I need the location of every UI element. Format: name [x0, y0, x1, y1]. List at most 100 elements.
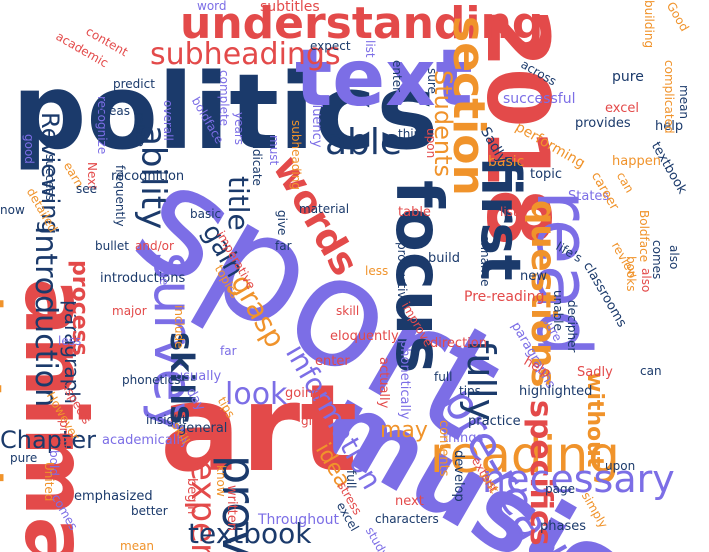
cloud-word: subtitles	[260, 0, 320, 15]
cloud-word: far	[220, 344, 237, 358]
cloud-word: table	[398, 205, 431, 220]
cloud-word: going	[285, 386, 322, 401]
cloud-word: understanding	[180, 0, 544, 49]
cloud-word: complete	[217, 70, 231, 127]
cloud-word: new	[520, 269, 547, 284]
cloud-word: include	[172, 305, 186, 349]
cloud-word: thing	[398, 127, 429, 141]
cloud-word: ideas	[98, 104, 130, 118]
cloud-word: mean	[120, 539, 155, 552]
cloud-word: indicate	[250, 138, 264, 186]
cloud-word: next	[395, 494, 424, 509]
cloud-word: expect	[310, 39, 351, 53]
cloud-word: able	[325, 122, 403, 163]
cloud-word: also	[639, 268, 653, 293]
cloud-word: success	[43, 154, 57, 201]
cloud-word: predict	[113, 77, 155, 91]
cloud-word: give	[275, 210, 289, 236]
cloud-word: art	[160, 360, 358, 499]
cloud-word: characters	[375, 512, 439, 526]
cloud-word: textbook	[188, 517, 312, 550]
cloud-word: excel	[605, 101, 639, 116]
cloud-word: insight	[146, 413, 187, 427]
cloud-word: Boldface	[637, 210, 651, 263]
cloud-word: help	[655, 119, 684, 134]
cloud-word: title	[222, 176, 255, 231]
cloud-word: fully	[459, 340, 503, 422]
cloud-word: far	[275, 239, 292, 253]
cloud-word: also	[667, 245, 681, 270]
cloud-word: contents	[436, 420, 451, 477]
cloud-word: enter	[315, 354, 350, 369]
cloud-word: highlighted	[519, 384, 593, 399]
cloud-word: basic	[190, 207, 222, 221]
cloud-word: States	[568, 189, 610, 204]
cloud-word: Good	[663, 0, 692, 34]
cloud-word: less	[365, 264, 389, 278]
cloud-word: building	[642, 0, 656, 49]
cloud-word: can	[613, 169, 637, 196]
cloud-word: reading	[430, 426, 620, 484]
cloud-word: overall	[161, 100, 175, 141]
cloud-word: productive	[395, 242, 409, 306]
cloud-word: word	[197, 0, 227, 13]
cloud-word: years	[232, 112, 246, 146]
cloud-word: list	[500, 205, 518, 219]
cloud-word: good	[22, 134, 36, 164]
cloud-word: direction	[430, 336, 487, 351]
cloud-word: complicated	[662, 60, 676, 134]
cloud-word: enter	[390, 60, 404, 93]
cloud-word: bullet	[95, 239, 129, 253]
cloud-word: upon	[424, 128, 438, 159]
cloud-word: subheading	[289, 120, 303, 190]
cloud-word: Sadly	[577, 365, 613, 380]
cloud-word: major	[112, 304, 147, 318]
cloud-word: topic	[530, 167, 563, 182]
cloud-word: eloquently	[330, 329, 399, 344]
cloud-word: politics	[12, 51, 439, 173]
cloud-word: material	[299, 202, 350, 216]
cloud-word: brief	[157, 262, 171, 290]
cloud-word: introduction	[28, 226, 63, 408]
cloud-word: usually	[175, 369, 222, 384]
cloud-word: frequently	[113, 165, 127, 227]
cloud-word: Pre-reading	[464, 289, 545, 305]
cloud-word: page	[545, 482, 575, 496]
cloud-word: provides	[575, 116, 631, 131]
cloud-word: build	[428, 251, 460, 266]
cloud-word: pure	[612, 69, 644, 85]
cloud-word: practice	[468, 414, 521, 429]
cloud-word: list	[363, 40, 377, 58]
cloud-word: subheadings	[150, 37, 341, 72]
cloud-word: skill	[336, 304, 360, 318]
cloud-word: general	[178, 421, 228, 436]
cloud-word: and/or	[135, 239, 174, 253]
cloud-word: upon	[605, 459, 636, 473]
cloud-word: tips	[459, 384, 481, 398]
cloud-word: academically	[102, 433, 188, 448]
cloud-word: Throughout	[258, 512, 339, 528]
cloud-word: Chapter	[0, 426, 96, 454]
cloud-word: look	[225, 377, 288, 412]
cloud-word: begin	[184, 478, 199, 515]
cloud-word: can	[640, 364, 662, 378]
cloud-word: print	[57, 420, 71, 449]
cloud-word: necessary	[482, 457, 675, 501]
cloud-word: phonetics	[122, 373, 181, 387]
cloud-word: may	[380, 418, 428, 443]
cloud-word: full	[434, 370, 453, 384]
cloud-word: emphasized	[74, 489, 153, 504]
cloud-word: must	[267, 135, 281, 166]
cloud-word: books	[624, 256, 638, 292]
cloud-word: things	[443, 431, 484, 446]
cloud-word: recognition	[111, 169, 185, 184]
cloud-word: know	[214, 465, 228, 497]
cloud-word: sure	[425, 68, 439, 94]
cloud-word: less	[58, 334, 82, 348]
cloud-word: introductions	[100, 271, 186, 286]
cloud-word: pure	[10, 451, 38, 465]
cloud-word: enhance	[478, 235, 492, 287]
cloud-word: see	[76, 182, 98, 196]
cloud-word: give	[301, 414, 327, 428]
